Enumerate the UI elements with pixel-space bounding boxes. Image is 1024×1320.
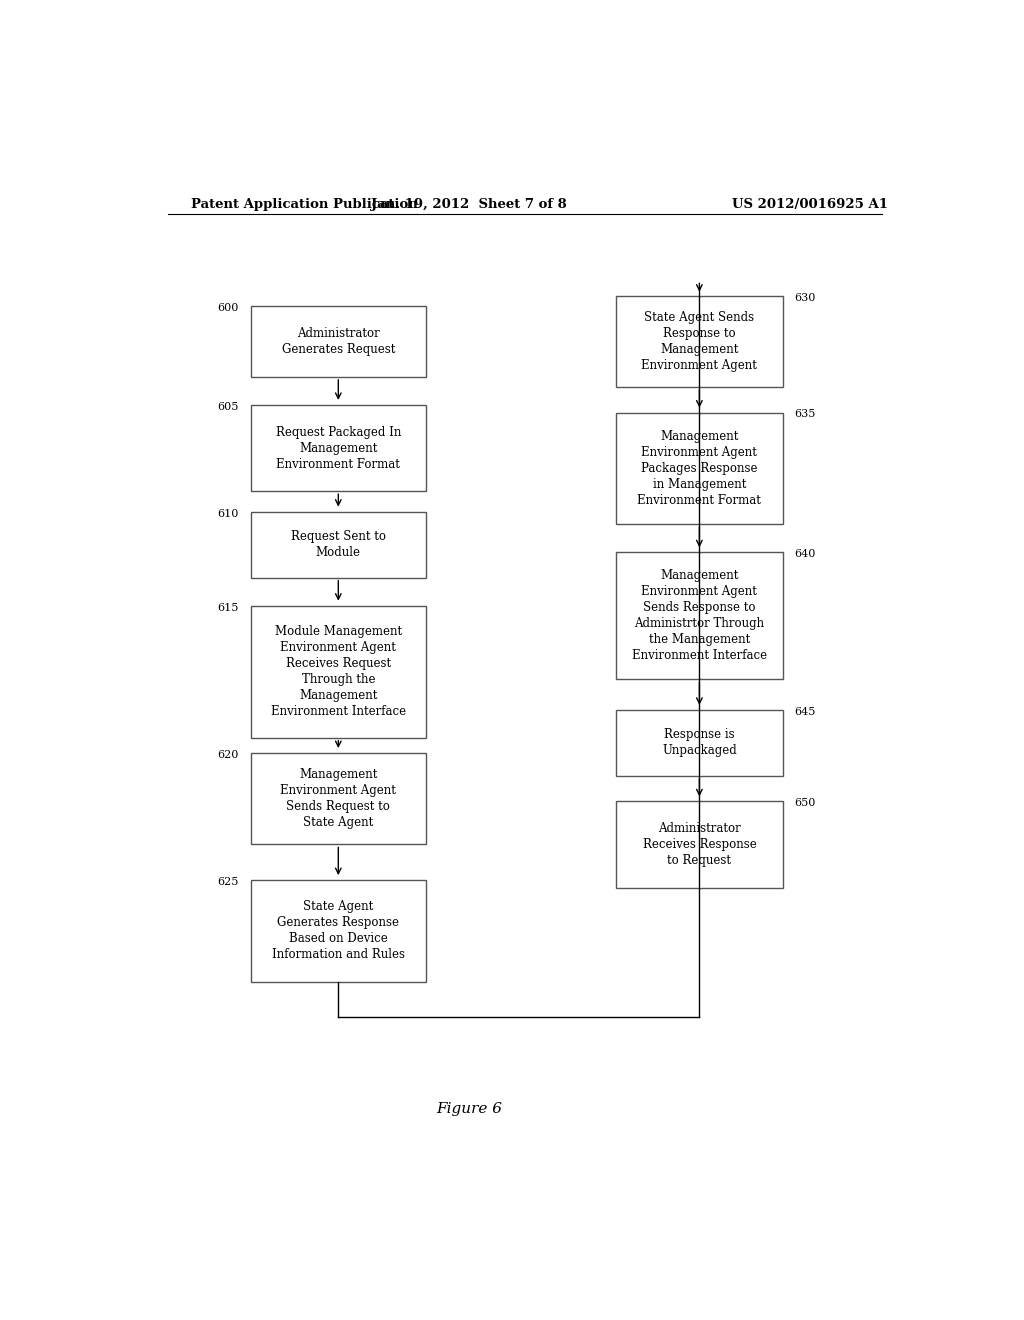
Text: Administrator
Generates Request: Administrator Generates Request [282,327,395,356]
Bar [251,880,426,982]
Text: Request Sent to
Module: Request Sent to Module [291,531,386,560]
Text: 640: 640 [795,549,816,560]
Bar [251,512,426,578]
Text: Management
Environment Agent
Packages Response
in Management
Environment Format: Management Environment Agent Packages Re… [638,430,761,507]
Bar [251,752,426,845]
Text: Administrator
Receives Response
to Request: Administrator Receives Response to Reque… [642,822,757,867]
Bar [616,413,782,524]
Text: 625: 625 [218,876,240,887]
Text: US 2012/0016925 A1: US 2012/0016925 A1 [732,198,889,211]
Bar [251,405,426,491]
Text: 605: 605 [218,401,240,412]
Bar [251,306,426,378]
Text: 630: 630 [795,293,816,302]
Text: Management
Environment Agent
Sends Response to
Administrtor Through
the Manageme: Management Environment Agent Sends Respo… [632,569,767,663]
Text: State Agent
Generates Response
Based on Device
Information and Rules: State Agent Generates Response Based on … [271,900,404,961]
Text: Module Management
Environment Agent
Receives Request
Through the
Management
Envi: Module Management Environment Agent Rece… [270,626,406,718]
Bar [616,801,782,887]
Bar [616,552,782,680]
Text: Figure 6: Figure 6 [436,1102,502,1115]
Text: State Agent Sends
Response to
Management
Environment Agent: State Agent Sends Response to Management… [641,310,758,372]
Text: 650: 650 [795,799,816,808]
Text: Management
Environment Agent
Sends Request to
State Agent: Management Environment Agent Sends Reque… [281,768,396,829]
Text: 600: 600 [218,302,240,313]
Text: 635: 635 [795,409,816,420]
Text: 615: 615 [218,602,240,612]
Text: Patent Application Publication: Patent Application Publication [191,198,418,211]
Text: 620: 620 [218,750,240,760]
Text: 610: 610 [218,508,240,519]
Bar [251,606,426,738]
Text: Jan. 19, 2012  Sheet 7 of 8: Jan. 19, 2012 Sheet 7 of 8 [372,198,567,211]
Bar [616,710,782,776]
Text: Response is
Unpackaged: Response is Unpackaged [663,729,736,758]
Text: 645: 645 [795,706,816,717]
Bar [616,296,782,387]
Text: Request Packaged In
Management
Environment Format: Request Packaged In Management Environme… [275,425,401,470]
